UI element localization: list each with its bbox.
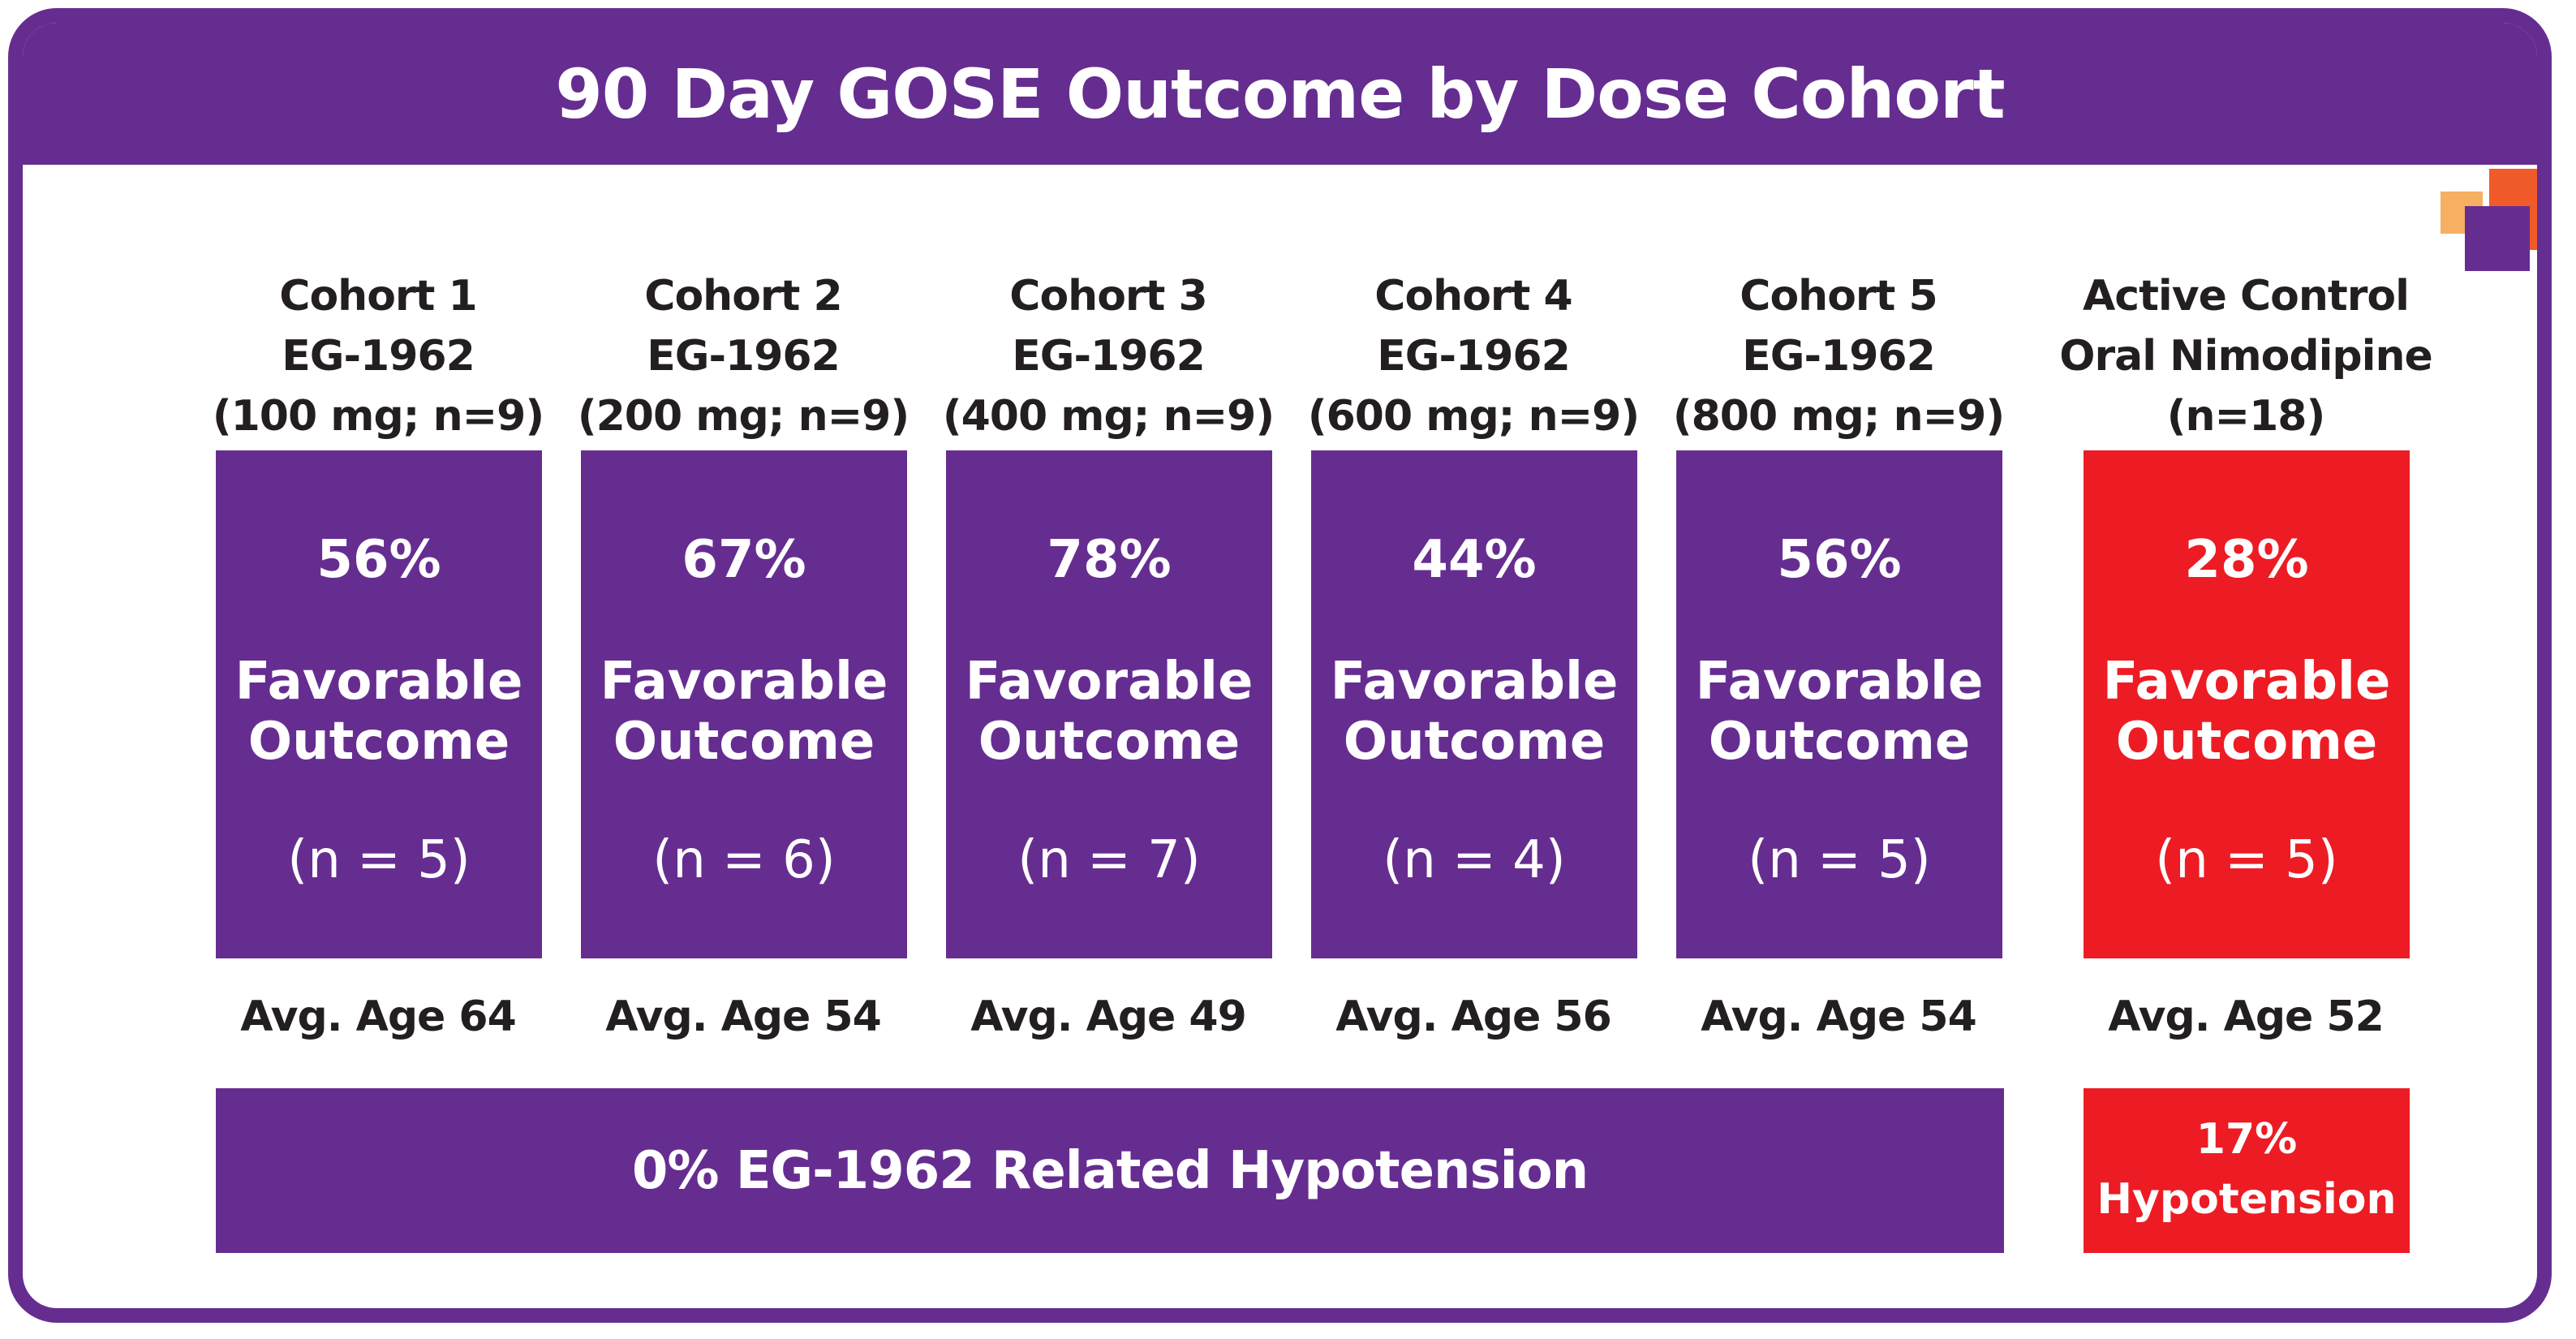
cohort-1-label: Favorable Outcome <box>234 652 523 772</box>
cohort-2-outcome-box: 67% Favorable Outcome (n = 6) <box>581 450 907 958</box>
cohort-5-header: Cohort 5 EG-1962 (800 mg; n=9) <box>1672 272 2005 441</box>
cohort-3-percent: 78% <box>1047 530 1172 590</box>
cohort-4-age: Avg. Age 56 <box>1335 992 1612 1041</box>
cohort-5-count: (n = 5) <box>1748 830 1931 890</box>
control-hypotension-box: 17% Hypotension <box>2084 1088 2410 1253</box>
cohort-3-age: Avg. Age 49 <box>970 992 1247 1041</box>
cohort-3-outcome-box: 78% Favorable Outcome (n = 7) <box>946 450 1272 958</box>
cohort-3-label: Favorable Outcome <box>965 652 1254 772</box>
cohort-4-header: Cohort 4 EG-1962 (600 mg; n=9) <box>1307 272 1640 441</box>
cohort-4-outcome-box: 44% Favorable Outcome (n = 4) <box>1311 450 1637 958</box>
eg1962-hypotension-bar: 0% EG-1962 Related Hypotension <box>216 1088 2004 1253</box>
cohort-2-percent: 67% <box>682 530 806 590</box>
control-count: (n = 5) <box>2155 830 2338 890</box>
cohort-2-header: Cohort 2 EG-1962 (200 mg; n=9) <box>577 272 910 441</box>
page-title: 90 Day GOSE Outcome by Dose Cohort <box>23 23 2537 165</box>
cohort-2-label: Favorable Outcome <box>600 652 888 772</box>
cohort-3-count: (n = 7) <box>1017 830 1201 890</box>
control-outcome-box: 28% Favorable Outcome (n = 5) <box>2084 450 2410 958</box>
control-label: Favorable Outcome <box>2102 652 2391 772</box>
cohort-2-age: Avg. Age 54 <box>605 992 882 1041</box>
outer-frame: 90 Day GOSE Outcome by Dose Cohort Cohor… <box>8 8 2552 1323</box>
cohort-1-age: Avg. Age 64 <box>240 992 517 1041</box>
cohort-4-percent: 44% <box>1412 530 1537 590</box>
cohort-1-percent: 56% <box>316 530 441 590</box>
cohort-3-header: Cohort 3 EG-1962 (400 mg; n=9) <box>942 272 1275 441</box>
cohort-2-count: (n = 6) <box>652 830 836 890</box>
control-age: Avg. Age 52 <box>2108 992 2385 1041</box>
cohort-1-outcome-box: 56% Favorable Outcome (n = 5) <box>216 450 542 958</box>
cohort-1-count: (n = 5) <box>287 830 471 890</box>
control-percent: 28% <box>2184 530 2309 590</box>
cohort-4-label: Favorable Outcome <box>1330 652 1619 772</box>
cohort-5-label: Favorable Outcome <box>1695 652 1984 772</box>
cohort-4-count: (n = 4) <box>1383 830 1566 890</box>
control-header: Active Control Oral Nimodipine (n=18) <box>2059 272 2433 441</box>
logo-purple-square-icon <box>2465 206 2530 271</box>
cohort-5-outcome-box: 56% Favorable Outcome (n = 5) <box>1676 450 2002 958</box>
cohort-5-age: Avg. Age 54 <box>1701 992 1977 1041</box>
cohort-5-percent: 56% <box>1777 530 1902 590</box>
cohort-1-header: Cohort 1 EG-1962 (100 mg; n=9) <box>212 272 544 441</box>
